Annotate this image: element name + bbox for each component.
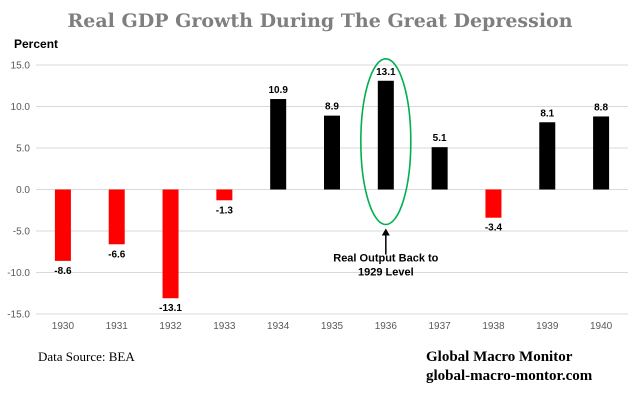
- y-axis-ticks: -15.0 -10.0 -5.0 0.0 5.0 10.0 15.0: [7, 61, 30, 321]
- y-tick-label: -5.0: [13, 227, 31, 238]
- x-tick-label: 1934: [267, 321, 290, 332]
- x-tick-label: 1936: [375, 321, 398, 332]
- data-label: 10.9: [268, 85, 288, 96]
- data-labels: -8.6 -6.6 -13.1 -1.3 10.9 8.9 13.1 5.1 -3.4 8.1 8.…: [54, 67, 608, 314]
- x-tick-label: 1938: [482, 321, 505, 332]
- bar: [54, 189, 71, 261]
- y-tick-label: 10.0: [11, 102, 31, 113]
- x-tick-label: 1933: [213, 321, 236, 332]
- y-tick-label: 0.0: [16, 185, 30, 196]
- bar: [270, 99, 287, 190]
- y-tick-label: 15.0: [11, 61, 31, 72]
- x-axis-ticks: 1930 1931 1932 1933 1934 1935 1936 1937 1938 1939…: [52, 321, 613, 332]
- y-tick-label: -15.0: [7, 310, 30, 321]
- y-tick-label: 5.0: [16, 144, 30, 155]
- data-label: -1.3: [216, 205, 234, 216]
- x-tick-label: 1930: [52, 321, 75, 332]
- y-tick-label: -10.0: [7, 268, 30, 279]
- data-label: -3.4: [485, 223, 503, 234]
- data-label: 5.1: [433, 133, 447, 144]
- bars: [54, 80, 610, 299]
- chart-title: Real GDP Growth During The Great Depress…: [67, 10, 572, 32]
- data-label: 8.9: [325, 102, 339, 113]
- bar: [377, 80, 394, 190]
- annotation: Real Output Back to 1929 Level: [333, 57, 439, 279]
- bar: [324, 115, 340, 190]
- x-tick-label: 1940: [590, 321, 613, 332]
- y-axis-label: Percent: [14, 37, 58, 51]
- data-label: -13.1: [159, 303, 182, 314]
- data-label: 8.8: [594, 102, 608, 113]
- data-label: 8.1: [540, 108, 554, 119]
- annotation-arrow-head: [381, 228, 390, 236]
- data-label: 13.1: [376, 67, 396, 78]
- brand-name: Global Macro Monitor: [426, 349, 573, 365]
- x-tick-label: 1939: [536, 321, 559, 332]
- bar: [431, 147, 448, 190]
- brand-url: global-macro-montor.com: [426, 368, 593, 384]
- annotation-text-line-2: 1929 Level: [358, 267, 414, 279]
- bar: [539, 122, 556, 190]
- data-source: Data Source: BEA: [38, 349, 135, 364]
- x-tick-label: 1932: [159, 321, 182, 332]
- x-tick-label: 1931: [106, 321, 129, 332]
- annotation-text-line-1: Real Output Back to: [333, 253, 438, 265]
- bar: [593, 116, 610, 190]
- x-tick-label: 1935: [321, 321, 344, 332]
- x-tick-label: 1937: [429, 321, 452, 332]
- data-label: -8.6: [54, 266, 72, 277]
- data-label: -6.6: [108, 249, 126, 260]
- bar: [485, 189, 502, 218]
- highlight-ellipse: [360, 57, 412, 226]
- bar: [216, 189, 233, 201]
- bar: [162, 189, 179, 299]
- bar: [108, 189, 125, 245]
